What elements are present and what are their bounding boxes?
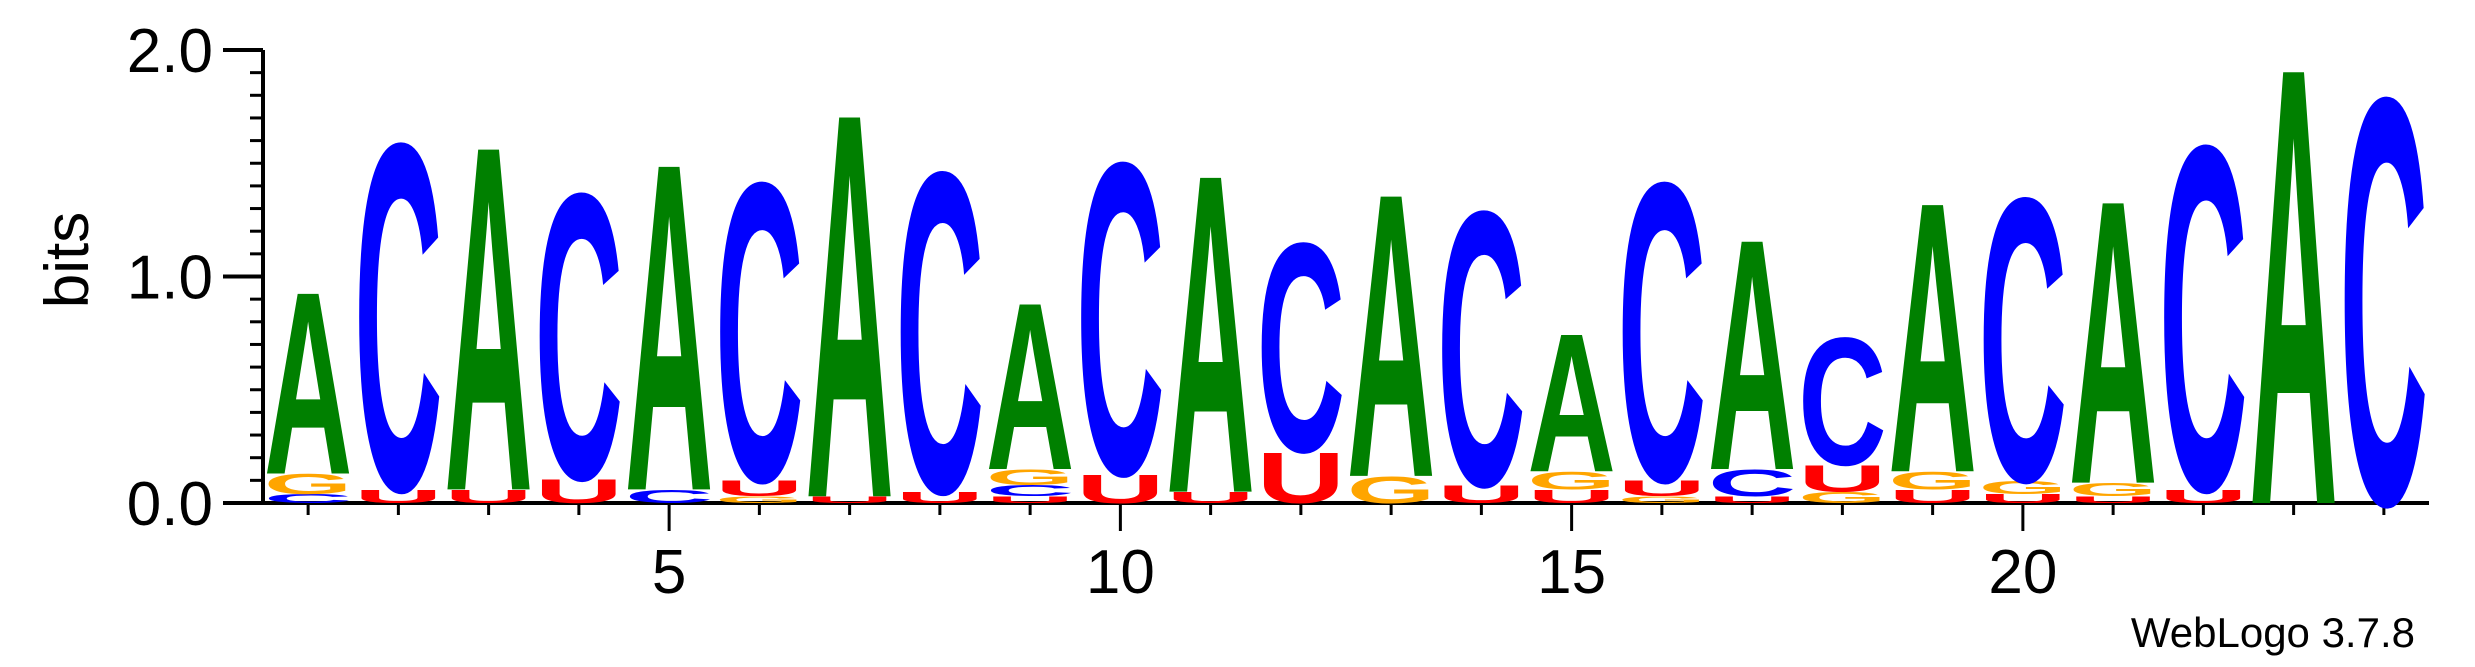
x-tick-label: 20 xyxy=(1988,538,2057,607)
logo-letter-C: C xyxy=(1798,299,1886,503)
logo-letter-A: A xyxy=(1527,292,1615,513)
logo-letter-U: U xyxy=(1166,489,1254,507)
logo-letter-U: U xyxy=(354,486,442,507)
logo-letter-U: U xyxy=(444,486,532,507)
x-tick-label: 5 xyxy=(652,538,686,607)
logo-letter-U: U xyxy=(1257,438,1345,519)
y-tick-label: 1.0 xyxy=(127,244,213,313)
x-tick-label: 10 xyxy=(1086,538,1155,607)
logo-letter-A: A xyxy=(264,238,352,530)
logo-letter-U: U xyxy=(1979,492,2067,506)
logo-letter-C: C xyxy=(2340,0,2428,628)
plot-axes: 0.0 1.0 2.0 5 10 15 20 xyxy=(127,17,2429,607)
logo-letter-C: C xyxy=(2159,43,2247,595)
logo-letter-U: U xyxy=(2159,486,2247,507)
logo-letter-C: C xyxy=(1076,71,1164,569)
logo-letter-U: U xyxy=(1076,466,1164,512)
logo-letter-A: A xyxy=(1888,121,1976,554)
logo-letter-U: U xyxy=(535,472,623,510)
logo-letter-A: A xyxy=(2249,0,2337,636)
logo-letter-C: C xyxy=(354,39,442,595)
logo-letter-C: C xyxy=(1257,181,1345,515)
logo-letter-A: A xyxy=(625,65,713,589)
logo-letter-U: U xyxy=(986,495,1074,506)
logo-letter-U: U xyxy=(1888,486,1976,507)
logo-letter-G: G xyxy=(1618,495,1706,506)
logo-letter-C: C xyxy=(1979,113,2067,567)
logo-letter-C: C xyxy=(896,78,984,590)
logo-letter-A: A xyxy=(986,254,1074,521)
logo-letter-U: U xyxy=(805,495,893,506)
y-tick-label: 0.0 xyxy=(127,470,213,539)
logo-letter-G: G xyxy=(1979,477,2067,498)
logo-letter-U: U xyxy=(715,476,803,501)
logo-letter-C: C xyxy=(1618,93,1706,572)
logo-letter-U: U xyxy=(1437,480,1525,508)
logo-letter-U: U xyxy=(1618,476,1706,501)
axis-labels: bits WebLogo 3.7.8 xyxy=(33,212,2415,656)
logo-letter-A: A xyxy=(2069,116,2157,570)
logo-letter-U: U xyxy=(2069,495,2157,506)
logo-letter-G: G xyxy=(1798,489,1886,506)
logo-letter-A: A xyxy=(1347,109,1435,563)
logo-letter-G: G xyxy=(715,495,803,506)
logo-letter-A: A xyxy=(1708,169,1796,539)
logo-letter-U: U xyxy=(1527,486,1615,507)
y-tick-label: 2.0 xyxy=(127,17,213,86)
logo-letter-C: C xyxy=(264,492,352,506)
logo-letter-U: U xyxy=(1708,495,1796,506)
logo-letter-G: G xyxy=(2069,479,2157,500)
logo-letter-C: C xyxy=(535,108,623,565)
y-axis-label: bits xyxy=(33,212,102,308)
weblogo-version-label: WebLogo 3.7.8 xyxy=(2131,609,2415,656)
logo-letter-G: G xyxy=(1888,467,1976,495)
logo-letter-A: A xyxy=(805,0,893,614)
logo-letter-A: A xyxy=(1166,79,1254,588)
x-tick-label: 15 xyxy=(1537,538,1606,607)
logo-letter-C: C xyxy=(715,93,803,572)
logo-letter-A: A xyxy=(444,43,532,595)
logo-letter-G: G xyxy=(986,465,1074,489)
logo-letter-G: G xyxy=(1527,467,1615,495)
logo-letter-G: G xyxy=(264,468,352,500)
logo-letter-U: U xyxy=(1798,458,1886,500)
logo-letter-C: C xyxy=(625,486,713,507)
logo-letter-C: C xyxy=(1708,462,1796,504)
logo-letter-U: U xyxy=(896,489,984,507)
logo-letter-C: C xyxy=(986,482,1074,500)
logo-letter-G: G xyxy=(1347,469,1435,511)
logo-letter-C: C xyxy=(1437,128,1525,568)
